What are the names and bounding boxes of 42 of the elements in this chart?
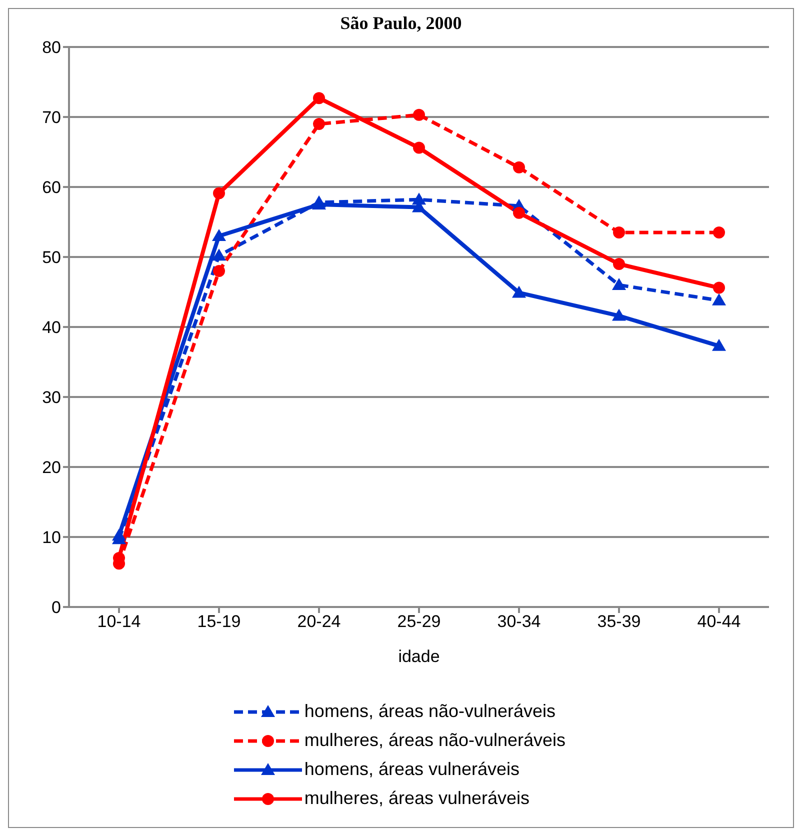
x-tick-label: 10-14: [97, 612, 141, 632]
point: [713, 226, 725, 238]
x-tick-label: 30-34: [497, 612, 541, 632]
x-tick-label: 40-44: [697, 612, 741, 632]
point: [413, 142, 425, 154]
point: [513, 161, 525, 174]
y-tick-label: 70: [42, 108, 61, 128]
y-tick-label: 80: [42, 38, 61, 58]
y-tick-label: 60: [42, 178, 61, 198]
x-tick-label: 15-19: [197, 612, 241, 632]
point: [613, 258, 625, 270]
legend-label: mulheres, áreas vulneráveis: [304, 788, 530, 809]
y-tick-label: 20: [42, 458, 61, 478]
point: [612, 308, 626, 321]
point: [613, 226, 625, 238]
point: [413, 108, 425, 121]
point: [213, 187, 225, 200]
legend-label: homens, áreas não-vulneráveis: [304, 701, 556, 722]
x-tick-label: 35-39: [597, 612, 641, 632]
point: [112, 528, 126, 541]
point: [212, 248, 226, 261]
point: [612, 278, 626, 290]
y-tick-label: 50: [42, 248, 61, 268]
point: [712, 338, 726, 351]
y-tick-label: 10: [42, 528, 61, 548]
point: [212, 229, 226, 241]
point: [713, 282, 725, 294]
point: [513, 206, 525, 219]
y-tick-label: 40: [42, 318, 61, 338]
y-tick-label: 30: [42, 388, 61, 408]
point: [213, 265, 225, 277]
x-tick-label: 25-29: [397, 612, 441, 632]
point: [512, 286, 526, 298]
chart-title: São Paulo, 2000: [339, 12, 463, 35]
x-tick-label: 20-24: [297, 612, 341, 632]
legend-label: homens, áreas vulneráveis: [304, 759, 520, 780]
point: [313, 92, 325, 104]
legend-label: mulheres, áreas não-vulneráveis: [304, 730, 566, 751]
y-tick-label: 0: [52, 598, 61, 618]
point: [712, 293, 726, 306]
point: [313, 118, 325, 130]
x-axis-title: idade: [398, 647, 440, 666]
